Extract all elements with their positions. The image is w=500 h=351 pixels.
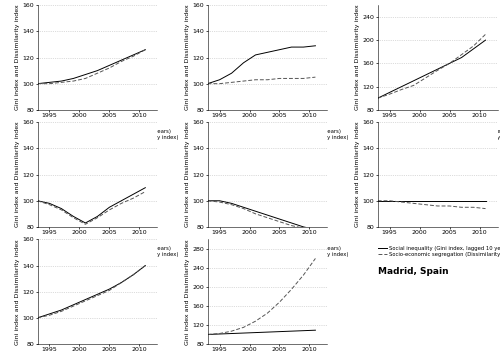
Y-axis label: Gini index and Dissimilarity index: Gini index and Dissimilarity index [356,5,360,111]
Text: Oslo, Norway: Oslo, Norway [38,150,105,159]
Legend: Social inequality (Gini index, lagged 10 years), Socio-economic segregation (Dis: Social inequality (Gini index, lagged 10… [378,128,500,140]
Legend: Social inequality (Gini index, lagged 10 years), Socio-economic segregation (Dis: Social inequality (Gini index, lagged 10… [208,246,348,257]
Y-axis label: Gini index and Dissimilarity index: Gini index and Dissimilarity index [15,5,20,111]
Text: Stockholm, Sweden: Stockholm, Sweden [378,150,478,159]
Legend: Social inequality (Gini index, lagged 10 years), Socio-economic segregation (Dis: Social inequality (Gini index, lagged 10… [378,246,500,257]
Legend: Social inequality (Gini index, lagged 10 years), Socio-economic segregation (Dis: Social inequality (Gini index, lagged 10… [208,128,348,140]
Y-axis label: Gini index and Dissimilarity index: Gini index and Dissimilarity index [15,122,20,227]
Text: Milan, Italy: Milan, Italy [38,267,95,276]
Y-axis label: Gini index and Dissimilarity index: Gini index and Dissimilarity index [185,239,190,345]
Y-axis label: Gini index and Dissimilarity index: Gini index and Dissimilarity index [356,122,360,227]
Legend: Social inequality (Gini index, lagged 10 years), Socio-economic segregation (Dis: Social inequality (Gini index, lagged 10… [38,246,178,257]
Text: Athens, Greece: Athens, Greece [208,267,286,276]
Y-axis label: Gini index and Dissimilarity index: Gini index and Dissimilarity index [186,5,190,111]
Y-axis label: Gini index and Dissimilarity index: Gini index and Dissimilarity index [186,122,190,227]
Text: Helsinki, Finland: Helsinki, Finland [208,150,293,159]
Legend: Social inequality (Gini index, lagged 10 years), Socio-economic segregation (Dis: Social inequality (Gini index, lagged 10… [38,128,178,140]
Y-axis label: Gini index and Dissimilarity index: Gini index and Dissimilarity index [15,239,20,345]
Text: Madrid, Spain: Madrid, Spain [378,267,448,276]
